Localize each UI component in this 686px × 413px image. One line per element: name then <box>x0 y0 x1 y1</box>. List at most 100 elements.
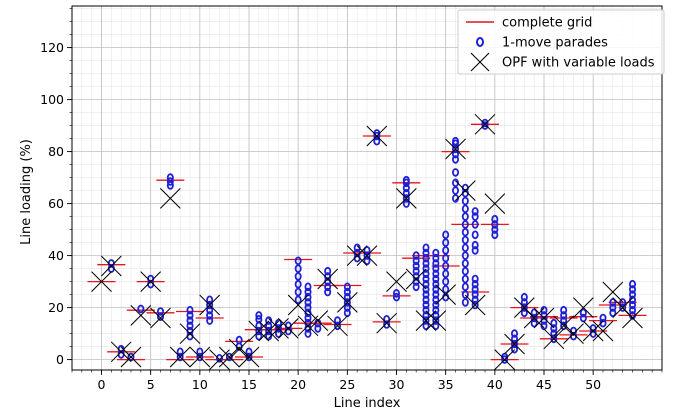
parade-point <box>629 305 637 315</box>
opf-point-stroke <box>100 255 122 277</box>
parade-point <box>471 285 479 294</box>
parade-point <box>432 253 440 263</box>
opf-point-stroke <box>297 315 319 337</box>
opf-point <box>336 292 358 313</box>
parade-point <box>402 199 410 208</box>
opf-point <box>317 268 339 290</box>
opf-point <box>533 307 555 329</box>
opf-point-stroke <box>563 323 584 344</box>
parade-point <box>560 305 568 315</box>
parade-point <box>432 259 440 268</box>
opf-point <box>91 271 112 292</box>
parade-point <box>442 285 450 294</box>
opf-point-stroke <box>523 307 545 329</box>
parade-point <box>422 269 430 279</box>
opf-point <box>140 271 162 292</box>
parade-point <box>451 155 459 164</box>
parade-point <box>422 295 430 305</box>
parade-point <box>294 287 302 297</box>
opf-point-stroke <box>327 315 348 337</box>
opf-point-stroke <box>582 320 604 342</box>
opf-point <box>209 349 230 370</box>
opf-point-stroke <box>130 305 152 326</box>
parade-point <box>176 352 184 362</box>
parade-point <box>324 266 332 276</box>
opf-point-stroke <box>494 349 516 370</box>
parade-point <box>304 298 312 307</box>
parade-point <box>451 168 459 177</box>
parade-point <box>629 300 637 310</box>
parade-point <box>422 311 430 320</box>
opf-point <box>297 315 319 337</box>
parade-point <box>412 256 420 266</box>
parade-point <box>383 320 391 329</box>
parade-point <box>609 298 617 307</box>
parade-point <box>619 303 627 312</box>
opf-point-stroke <box>513 297 535 318</box>
y-tick-label: 60 <box>48 196 64 211</box>
parade-point <box>422 264 430 273</box>
parade-point <box>451 186 459 195</box>
parade-point <box>196 347 204 357</box>
parade-point <box>432 285 440 294</box>
parade-point <box>471 212 479 221</box>
parade-point <box>156 307 164 316</box>
parade-point <box>451 149 459 159</box>
opf-point <box>110 341 132 363</box>
opf-point-stroke <box>504 333 525 355</box>
opf-point-stroke <box>435 284 457 305</box>
parade-point <box>432 274 440 284</box>
legend-label-complete-grid: complete grid <box>502 16 592 31</box>
y-tick-label: 0 <box>56 352 64 367</box>
opf-point <box>218 346 240 368</box>
parade-point <box>294 279 302 289</box>
parade-point <box>510 329 518 338</box>
parade-point <box>550 318 558 328</box>
opf-point-stroke <box>592 320 614 342</box>
parade-point <box>491 214 499 224</box>
opf-point <box>435 284 457 305</box>
parade-point <box>530 318 538 328</box>
parade-point <box>402 188 410 198</box>
opf-point <box>150 307 171 329</box>
parade-point <box>432 300 440 310</box>
opf-point <box>307 310 329 331</box>
axes-layer: 0 5 10 15 20 25 30 35 40 45 50 0 20 40 60 80 100 120 <box>40 5 663 392</box>
parade-point <box>560 311 568 320</box>
parade-point <box>412 261 420 271</box>
parade-point <box>461 251 469 260</box>
parade-point <box>294 264 302 273</box>
parade-point <box>609 303 617 312</box>
parade-point <box>510 344 518 354</box>
parade-point <box>176 347 184 357</box>
opf-point <box>120 346 142 368</box>
legend-label-parades: 1-move parades <box>502 36 608 51</box>
y-tick-label: 100 <box>40 92 64 107</box>
parade-point <box>619 298 627 307</box>
opf-point-stroke <box>287 294 309 316</box>
opf-point-stroke <box>189 346 211 368</box>
opf-point <box>238 346 260 368</box>
opf-point-stroke <box>474 113 496 135</box>
opf-point <box>268 318 289 339</box>
opf-point-stroke <box>110 341 132 363</box>
opf-point-stroke <box>91 271 112 292</box>
parade-point <box>412 282 420 292</box>
opf-point <box>464 294 486 316</box>
legend: complete grid 1-move parades OPF with va… <box>457 9 665 75</box>
opf-point-stroke <box>120 346 142 368</box>
opf-point-stroke <box>533 307 555 329</box>
parade-point <box>461 274 469 284</box>
opf-point <box>454 180 476 201</box>
parade-point <box>324 287 332 297</box>
series-opf <box>91 113 643 370</box>
parade-point <box>579 308 587 318</box>
parade-point <box>304 282 312 292</box>
parade-point <box>471 295 479 305</box>
parade-point <box>274 324 282 333</box>
x-axis-label: Line index <box>334 396 401 411</box>
parade-point <box>461 204 469 214</box>
opf-point <box>386 271 407 292</box>
parade-point <box>629 279 637 289</box>
parade-point <box>432 248 440 258</box>
